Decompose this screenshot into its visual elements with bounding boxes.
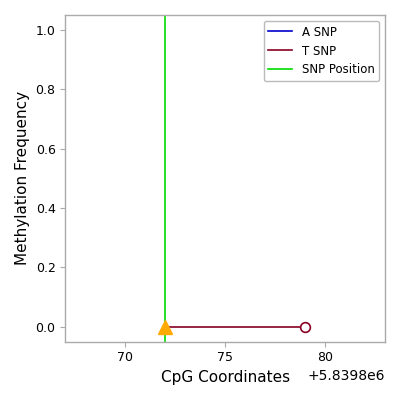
X-axis label: CpG Coordinates: CpG Coordinates — [160, 370, 290, 385]
Legend: A SNP, T SNP, SNP Position: A SNP, T SNP, SNP Position — [264, 21, 379, 81]
Y-axis label: Methylation Frequency: Methylation Frequency — [15, 91, 30, 266]
